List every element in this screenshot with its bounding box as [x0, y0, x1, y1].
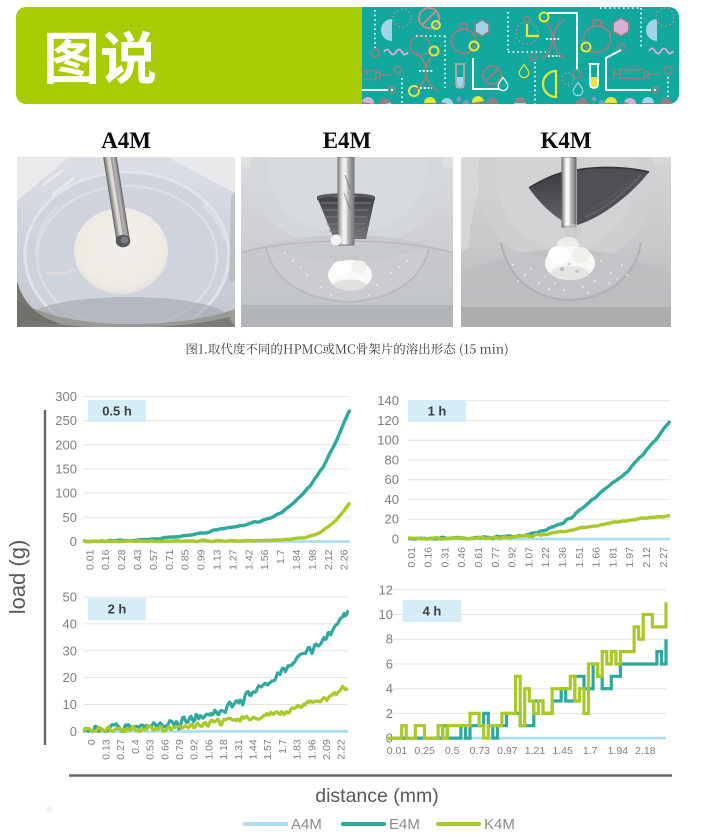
svg-text:1.21: 1.21 — [525, 745, 546, 757]
svg-text:0.4: 0.4 — [130, 739, 142, 754]
svg-text:load (g): load (g) — [5, 540, 30, 615]
svg-text:1.83: 1.83 — [292, 739, 304, 760]
svg-text:2.12: 2.12 — [323, 549, 335, 570]
svg-text:1.57: 1.57 — [262, 739, 274, 760]
svg-text:0.79: 0.79 — [174, 739, 186, 760]
svg-text:1.56: 1.56 — [259, 549, 271, 570]
svg-text:0.16: 0.16 — [423, 547, 435, 568]
svg-text:10: 10 — [63, 697, 77, 712]
svg-text:120: 120 — [377, 413, 399, 428]
svg-text:140: 140 — [377, 393, 399, 408]
svg-text:20: 20 — [63, 670, 77, 685]
svg-text:0.97: 0.97 — [497, 745, 518, 757]
svg-text:0.01: 0.01 — [406, 547, 418, 568]
svg-text:0: 0 — [70, 534, 77, 549]
svg-text:0.61: 0.61 — [473, 547, 485, 568]
svg-text:0.5 h: 0.5 h — [102, 404, 132, 419]
svg-text:6: 6 — [386, 657, 393, 672]
svg-text:2.09: 2.09 — [321, 739, 333, 760]
svg-text:E4M: E4M — [389, 816, 420, 833]
svg-text:1.96: 1.96 — [306, 739, 318, 760]
svg-text:0.01: 0.01 — [387, 745, 408, 757]
svg-text:1.97: 1.97 — [624, 547, 636, 568]
svg-text:0.92: 0.92 — [507, 547, 519, 568]
svg-text:1.81: 1.81 — [607, 547, 619, 568]
svg-text:1.84: 1.84 — [291, 549, 303, 570]
svg-text:12: 12 — [379, 582, 393, 597]
svg-text:1.44: 1.44 — [247, 739, 259, 760]
svg-text:0.77: 0.77 — [490, 547, 502, 568]
svg-text:0.01: 0.01 — [84, 549, 96, 570]
svg-text:2.27: 2.27 — [658, 547, 670, 568]
svg-text:40: 40 — [385, 492, 399, 507]
svg-text:1.66: 1.66 — [591, 547, 603, 568]
svg-text:50: 50 — [63, 510, 77, 525]
svg-text:1.06: 1.06 — [203, 739, 215, 760]
svg-text:distance (mm): distance (mm) — [315, 785, 439, 807]
svg-text:2.26: 2.26 — [339, 549, 351, 570]
svg-text:0.46: 0.46 — [456, 547, 468, 568]
svg-text:0: 0 — [392, 532, 399, 547]
svg-text:1.18: 1.18 — [218, 739, 230, 760]
svg-text:0.25: 0.25 — [414, 745, 435, 757]
svg-text:1.98: 1.98 — [307, 549, 319, 570]
svg-text:1.36: 1.36 — [557, 547, 569, 568]
svg-text:100: 100 — [55, 486, 77, 501]
svg-text:40: 40 — [63, 616, 77, 631]
svg-text:1.42: 1.42 — [243, 549, 255, 570]
svg-text:200: 200 — [55, 437, 77, 452]
svg-text:80: 80 — [385, 453, 399, 468]
svg-text:0.57: 0.57 — [148, 549, 160, 570]
svg-text:0.73: 0.73 — [470, 745, 491, 757]
svg-text:1.07: 1.07 — [523, 547, 535, 568]
svg-text:1.13: 1.13 — [211, 549, 223, 570]
svg-text:0.5: 0.5 — [445, 745, 460, 757]
svg-text:4: 4 — [386, 681, 393, 696]
svg-text:60: 60 — [385, 472, 399, 487]
svg-text:K4M: K4M — [484, 816, 515, 833]
svg-text:0.53: 0.53 — [145, 739, 157, 760]
svg-text:1.45: 1.45 — [552, 745, 573, 757]
svg-text:4 h: 4 h — [423, 604, 442, 619]
svg-text:2 h: 2 h — [108, 602, 127, 617]
svg-text:20: 20 — [385, 512, 399, 527]
svg-text:100: 100 — [377, 433, 399, 448]
svg-text:10: 10 — [379, 607, 393, 622]
svg-text:0.27: 0.27 — [115, 739, 127, 760]
svg-text:50: 50 — [63, 590, 77, 605]
svg-text:0: 0 — [86, 739, 98, 745]
svg-text:1.7: 1.7 — [583, 745, 598, 757]
svg-text:0.92: 0.92 — [189, 739, 201, 760]
svg-text:0: 0 — [70, 724, 77, 739]
svg-text:30: 30 — [63, 643, 77, 658]
svg-text:1.7: 1.7 — [277, 739, 289, 754]
svg-text:2.18: 2.18 — [635, 745, 656, 757]
svg-text:1.7: 1.7 — [275, 549, 287, 564]
svg-text:8: 8 — [386, 632, 393, 647]
svg-text:300: 300 — [55, 389, 77, 404]
svg-text:0.43: 0.43 — [132, 549, 144, 570]
svg-text:2.12: 2.12 — [641, 547, 653, 568]
svg-text:0.85: 0.85 — [180, 549, 192, 570]
svg-text:2.22: 2.22 — [336, 739, 348, 760]
svg-text:0.31: 0.31 — [439, 547, 451, 568]
svg-text:0.28: 0.28 — [116, 549, 128, 570]
svg-text:0.71: 0.71 — [164, 549, 176, 570]
svg-text:250: 250 — [55, 413, 77, 428]
svg-text:A4M: A4M — [291, 816, 322, 833]
svg-text:0.99: 0.99 — [196, 549, 208, 570]
svg-text:1 h: 1 h — [428, 404, 447, 419]
svg-text:1.27: 1.27 — [227, 549, 239, 570]
svg-text:0.16: 0.16 — [100, 549, 112, 570]
svg-text:0.66: 0.66 — [159, 739, 171, 760]
svg-text:1.94: 1.94 — [608, 745, 629, 757]
svg-text:0.13: 0.13 — [100, 739, 112, 760]
svg-text:1.31: 1.31 — [233, 739, 245, 760]
svg-text:150: 150 — [55, 461, 77, 476]
svg-text:2: 2 — [386, 706, 393, 721]
svg-text:1.51: 1.51 — [574, 547, 586, 568]
svg-text:1.22: 1.22 — [540, 547, 552, 568]
